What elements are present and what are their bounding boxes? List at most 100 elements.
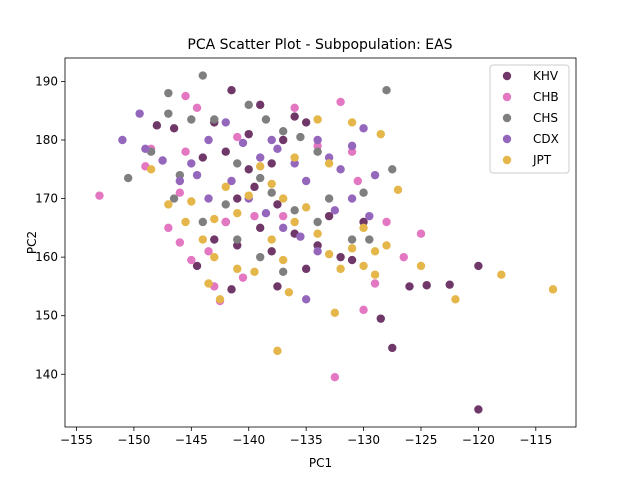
- legend-marker-chb: [502, 92, 512, 102]
- point-chb-22: [359, 305, 368, 315]
- y-axis: 140 150 160 170 180 190: [35, 74, 65, 381]
- point-chs-15: [267, 188, 276, 197]
- point-khv-3: [152, 121, 162, 130]
- y-tick-label: 160: [35, 250, 58, 264]
- x-tick-label: −145: [175, 433, 208, 447]
- point-jpt-21: [370, 270, 380, 279]
- point-khv-1: [256, 100, 265, 110]
- point-khv-5: [290, 112, 299, 121]
- legend-label-chs: CHS: [533, 111, 558, 125]
- point-jpt-41: [273, 346, 282, 356]
- point-chs-3: [187, 115, 196, 124]
- point-chb-21: [370, 279, 380, 288]
- point-chb-11: [250, 211, 259, 221]
- point-chs-9: [261, 115, 271, 124]
- point-khv-0: [227, 86, 236, 95]
- point-cdx-13: [301, 176, 311, 186]
- point-cdx-8: [238, 138, 248, 148]
- point-khv-27: [273, 282, 282, 291]
- point-khv-35: [376, 314, 385, 323]
- point-chb-8: [187, 255, 196, 265]
- legend-label-chb: CHB: [533, 90, 559, 104]
- point-cdx-22: [278, 223, 288, 233]
- series-cdx: [118, 109, 380, 304]
- x-axis: −155 −150 −145 −140 −135 −130 −125 −120 −115: [60, 427, 552, 447]
- x-tick-label: −130: [347, 433, 380, 447]
- point-jpt-25: [497, 270, 506, 279]
- point-chs-12: [313, 147, 322, 156]
- point-chs-20: [365, 235, 374, 244]
- points-layer: [95, 71, 558, 414]
- point-chb-15: [336, 97, 345, 107]
- point-cdx-23: [296, 232, 305, 241]
- point-khv-13: [250, 182, 259, 192]
- point-khv-33: [445, 280, 454, 289]
- point-chs-4: [123, 173, 133, 183]
- point-chs-11: [296, 132, 305, 142]
- point-chb-10: [221, 217, 230, 227]
- point-chs-19: [347, 235, 357, 244]
- point-khv-22: [313, 241, 322, 250]
- point-khv-9: [221, 147, 230, 156]
- point-cdx-28: [301, 295, 311, 304]
- y-axis-label: PC2: [25, 231, 39, 254]
- point-jpt-28: [376, 129, 385, 139]
- point-jpt-34: [250, 267, 259, 276]
- point-chb-27: [181, 147, 190, 156]
- legend-marker-khv: [502, 71, 512, 81]
- point-jpt-6: [233, 209, 242, 218]
- legend-marker-chs: [502, 113, 512, 123]
- point-chs-18: [313, 217, 322, 227]
- legend: KHV CHB CHS CDX JPT: [489, 64, 570, 174]
- point-chb-12: [278, 211, 288, 221]
- point-khv-24: [347, 255, 357, 265]
- point-chb-6: [164, 223, 173, 233]
- point-cdx-18: [359, 124, 368, 133]
- point-jpt-14: [324, 250, 334, 259]
- point-jpt-40: [204, 279, 213, 288]
- point-cdx-15: [324, 153, 334, 162]
- point-chs-6: [175, 170, 185, 180]
- point-cdx-14: [313, 135, 322, 145]
- point-cdx-21: [261, 209, 271, 218]
- legend-marker-jpt: [502, 155, 512, 165]
- point-chb-28: [233, 132, 242, 142]
- point-cdx-17: [347, 141, 357, 151]
- point-jpt-24: [451, 295, 460, 304]
- x-tick-label: −120: [462, 433, 495, 447]
- legend-label-cdx: CDX: [533, 132, 559, 146]
- point-cdx-7: [221, 118, 230, 127]
- point-chs-7: [210, 115, 219, 124]
- point-cdx-2: [141, 144, 150, 153]
- point-jpt-7: [244, 191, 253, 200]
- point-cdx-27: [365, 211, 374, 221]
- point-cdx-12: [290, 159, 299, 168]
- point-chb-9: [204, 247, 213, 256]
- point-khv-10: [198, 153, 207, 162]
- point-chs-21: [388, 165, 397, 174]
- point-khv-34: [474, 261, 483, 271]
- point-jpt-10: [278, 194, 288, 203]
- point-chb-2: [192, 103, 202, 112]
- point-khv-23: [336, 252, 345, 262]
- y-tick-label: 180: [35, 133, 58, 147]
- point-cdx-16: [336, 165, 345, 174]
- point-khv-25: [192, 261, 202, 271]
- point-jpt-12: [301, 203, 311, 212]
- point-jpt-39: [215, 295, 225, 304]
- point-cdx-6: [204, 135, 213, 145]
- point-chs-22: [382, 86, 391, 95]
- point-jpt-26: [548, 285, 558, 294]
- point-cdx-1: [135, 109, 144, 118]
- point-chs-10: [278, 127, 288, 136]
- x-axis-label: PC1: [309, 456, 332, 470]
- point-khv-6: [301, 118, 311, 127]
- point-khv-30: [359, 217, 368, 227]
- point-jpt-32: [210, 252, 219, 262]
- point-jpt-31: [290, 153, 299, 162]
- y-tick-label: 190: [35, 74, 58, 88]
- point-jpt-18: [370, 247, 380, 256]
- point-chs-29: [169, 194, 179, 203]
- point-chs-13: [233, 159, 242, 168]
